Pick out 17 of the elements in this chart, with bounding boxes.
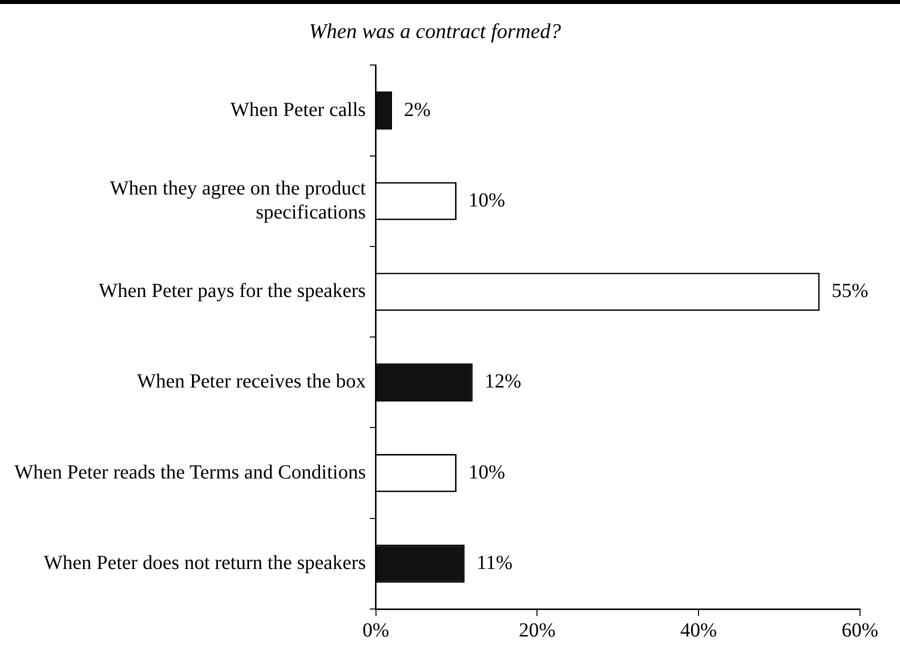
y-tick-label: When Peter calls [230,98,366,121]
x-tick-label: 60% [842,619,878,642]
data-label: 10% [468,461,506,484]
y-tick-label: When Peter pays for the speakers [98,280,366,302]
data-label: 12% [484,370,522,393]
y-tick-label: When Peter receives the box [137,370,366,393]
chart-title: When was a contract formed? [309,19,562,44]
data-label: 10% [468,189,506,212]
x-tick-label: 0% [362,619,390,642]
data-label: 2% [404,98,431,121]
x-tick-label: 20% [518,619,556,642]
y-tick-label: When they agree on the product specifications [110,177,366,224]
y-tick-label: When Peter reads the Terms and Conditions [14,461,366,484]
data-label: 55% [832,280,868,302]
x-tick-label: 40% [680,619,717,642]
data-label: 11% [476,552,513,574]
y-tick-label: When Peter does not return the speakers [44,552,366,574]
